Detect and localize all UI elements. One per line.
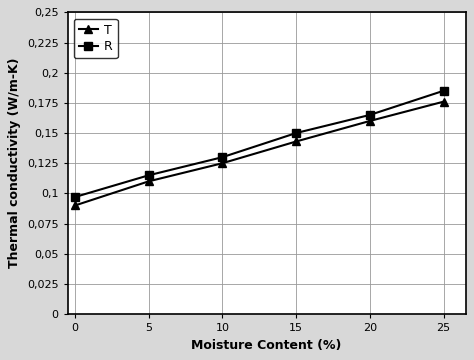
Legend: T, R: T, R: [74, 19, 118, 58]
X-axis label: Moisture Content (%): Moisture Content (%): [191, 339, 342, 352]
T: [441, 99, 447, 104]
Y-axis label: Thermal conductivity (W/m-K): Thermal conductivity (W/m-K): [9, 58, 21, 269]
T: [293, 139, 299, 144]
T: [146, 179, 152, 184]
T: [219, 161, 225, 165]
R: [146, 173, 152, 177]
Line: T: T: [71, 98, 448, 210]
Line: R: R: [71, 87, 448, 201]
R: [441, 89, 447, 93]
R: [293, 131, 299, 135]
T: [367, 119, 373, 123]
R: [72, 195, 78, 199]
R: [367, 113, 373, 117]
R: [219, 155, 225, 159]
T: [72, 203, 78, 208]
